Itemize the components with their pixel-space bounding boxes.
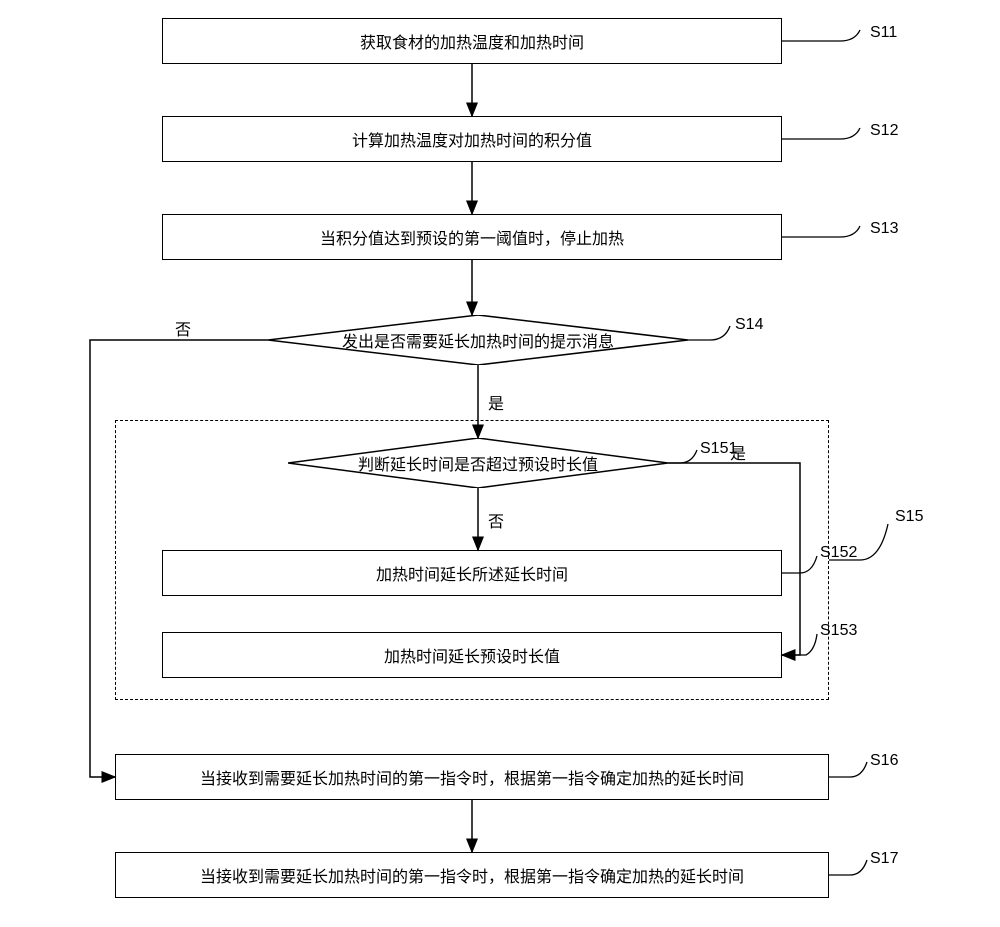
step-s12: 计算加热温度对加热时间的积分值 <box>162 116 782 162</box>
label-s11: S11 <box>870 24 897 42</box>
decision-s14-text: 发出是否需要延长加热时间的提示消息 <box>342 328 614 352</box>
step-s152: 加热时间延长所述延长时间 <box>162 550 782 596</box>
decision-s14: 发出是否需要延长加热时间的提示消息 <box>268 315 688 365</box>
step-s153: 加热时间延长预设时长值 <box>162 632 782 678</box>
decision-s151-text: 判断延长时间是否超过预设时长值 <box>358 451 598 475</box>
step-s152-text: 加热时间延长所述延长时间 <box>376 561 568 585</box>
step-s12-text: 计算加热温度对加热时间的积分值 <box>352 127 592 151</box>
step-s13-text: 当积分值达到预设的第一阈值时，停止加热 <box>320 225 624 249</box>
label-s16: S16 <box>870 752 898 770</box>
decision-s151: 判断延长时间是否超过预设时长值 <box>288 438 668 488</box>
label-s14: S14 <box>735 316 763 334</box>
step-s16-text: 当接收到需要延长加热时间的第一指令时，根据第一指令确定加热的延长时间 <box>200 765 744 789</box>
label-s152: S152 <box>820 544 857 562</box>
step-s11-text: 获取食材的加热温度和加热时间 <box>360 29 584 53</box>
label-s17: S17 <box>870 850 898 868</box>
step-s13: 当积分值达到预设的第一阈值时，停止加热 <box>162 214 782 260</box>
edge-label-yes151: 是 <box>730 440 746 464</box>
label-s15: S15 <box>895 508 923 526</box>
label-s13: S13 <box>870 220 898 238</box>
step-s11: 获取食材的加热温度和加热时间 <box>162 18 782 64</box>
step-s16: 当接收到需要延长加热时间的第一指令时，根据第一指令确定加热的延长时间 <box>115 754 829 800</box>
edge-label-no14: 否 <box>175 316 191 340</box>
label-s12: S12 <box>870 122 898 140</box>
edge-label-yes14: 是 <box>488 390 504 414</box>
step-s153-text: 加热时间延长预设时长值 <box>384 643 560 667</box>
label-s153: S153 <box>820 622 857 640</box>
flowchart-root: 获取食材的加热温度和加热时间 计算加热温度对加热时间的积分值 当积分值达到预设的… <box>0 0 1000 927</box>
edge-label-no151: 否 <box>488 508 504 532</box>
step-s17-text: 当接收到需要延长加热时间的第一指令时，根据第一指令确定加热的延长时间 <box>200 863 744 887</box>
step-s17: 当接收到需要延长加热时间的第一指令时，根据第一指令确定加热的延长时间 <box>115 852 829 898</box>
